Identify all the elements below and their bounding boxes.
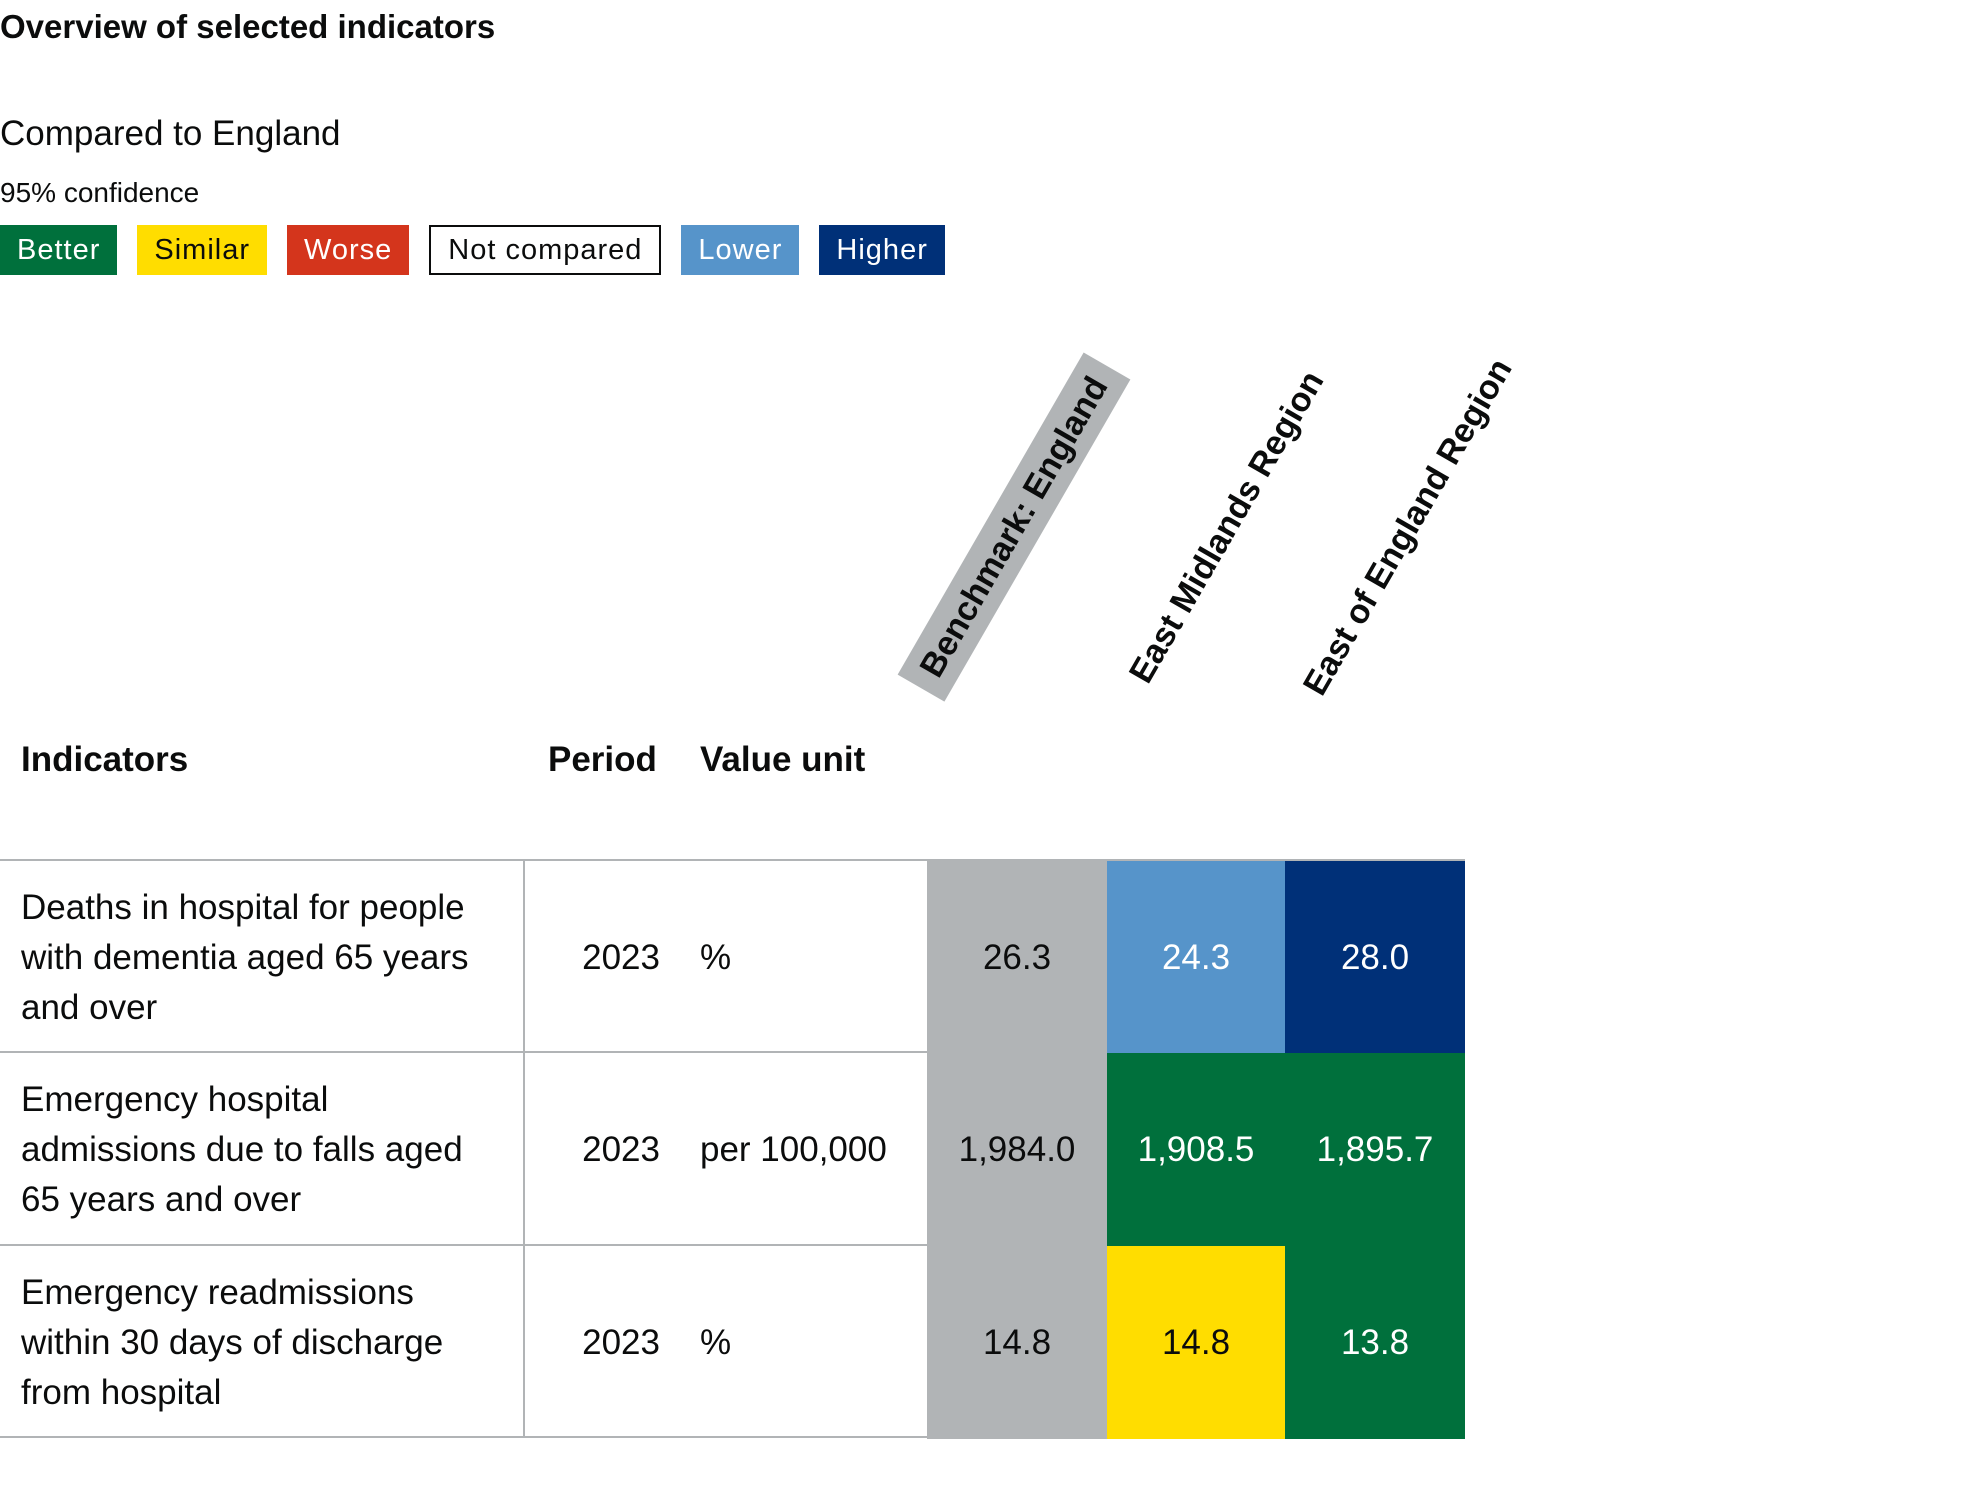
confidence-label: 95% confidence: [0, 177, 200, 208]
table-rule: [0, 1436, 1465, 1438]
table-row: Emergency readmissions within 30 days of…: [0, 1246, 1465, 1439]
value-cell-east-of-england: 13.8: [1285, 1246, 1465, 1439]
header-indicators: Indicators: [21, 740, 189, 779]
page-title: Overview of selected indicators: [0, 8, 496, 45]
legend-worse: Worse: [287, 225, 410, 275]
indicator-unit: %: [700, 1322, 732, 1362]
legend-similar: Similar: [137, 225, 267, 275]
indicator-name: Deaths in hospital for people with demen…: [21, 887, 469, 1027]
value-cell-east-midlands: 1,908.5: [1107, 1053, 1285, 1246]
legend: Better Similar Worse Not compared Lower …: [0, 225, 945, 275]
indicator-period: 2023: [582, 937, 660, 977]
legend-not-compared: Not compared: [429, 225, 662, 275]
area-header-benchmark: Benchmark: England: [897, 352, 1131, 702]
legend-higher: Higher: [819, 225, 945, 275]
compare-heading: Compared to England: [0, 114, 341, 153]
legend-better: Better: [0, 225, 118, 275]
value-cell-east-midlands: 24.3: [1107, 861, 1285, 1054]
header-period: Period: [548, 740, 657, 779]
table-row: Deaths in hospital for people with demen…: [0, 861, 1465, 1054]
indicator-period: 2023: [582, 1322, 660, 1362]
value-cell-east-of-england: 1,895.7: [1285, 1053, 1465, 1246]
indicator-period: 2023: [582, 1129, 660, 1169]
table-column-divider: [523, 859, 525, 1436]
value-cell-benchmark: 1,984.0: [927, 1053, 1107, 1246]
value-cell-benchmark: 26.3: [927, 861, 1107, 1054]
indicator-name: Emergency readmissions within 30 days of…: [21, 1272, 444, 1412]
value-cell-east-of-england: 28.0: [1285, 861, 1465, 1054]
indicator-unit: %: [700, 937, 732, 977]
area-header-east-midlands: East Midlands Region: [1121, 364, 1332, 690]
indicator-unit: per 100,000: [700, 1129, 887, 1169]
indicator-name: Emergency hospital admissions due to fal…: [21, 1079, 463, 1219]
value-cell-east-midlands: 14.8: [1107, 1246, 1285, 1439]
table-rule: [0, 859, 1465, 861]
table-rule: [0, 1244, 1465, 1246]
value-cell-benchmark: 14.8: [927, 1246, 1107, 1439]
legend-lower: Lower: [681, 225, 800, 275]
table-row: Emergency hospital admissions due to fal…: [0, 1053, 1465, 1246]
table-rule: [0, 1051, 1465, 1053]
header-value-unit: Value unit: [700, 740, 866, 779]
